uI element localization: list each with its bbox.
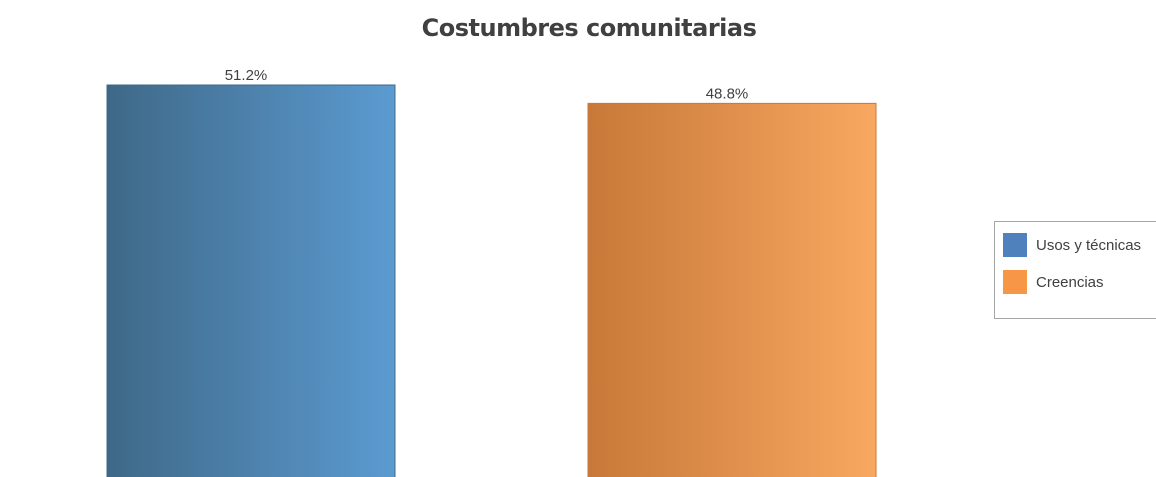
- bar-creencias: [587, 102, 877, 477]
- legend-label-usos-y-tecnicas: Usos y técnicas: [1036, 236, 1142, 254]
- chart-legend: Usos y técnicas Creencias: [994, 221, 1156, 319]
- data-label-usos-y-tecnicas: 51.2%: [225, 67, 268, 84]
- legend-item-creencias: Creencias: [1003, 270, 1104, 294]
- legend-label-creencias: Creencias: [1036, 273, 1104, 291]
- legend-swatch-usos-y-tecnicas: [1003, 233, 1027, 257]
- legend-item-usos-y-tecnicas: Usos y técnicas: [1003, 233, 1141, 257]
- legend-swatch-creencias: [1003, 270, 1027, 294]
- chart-title: Costumbres comunitarias: [421, 14, 757, 42]
- bar-usos-y-tecnicas: [106, 84, 396, 477]
- data-label-creencias: 48.8%: [706, 85, 749, 102]
